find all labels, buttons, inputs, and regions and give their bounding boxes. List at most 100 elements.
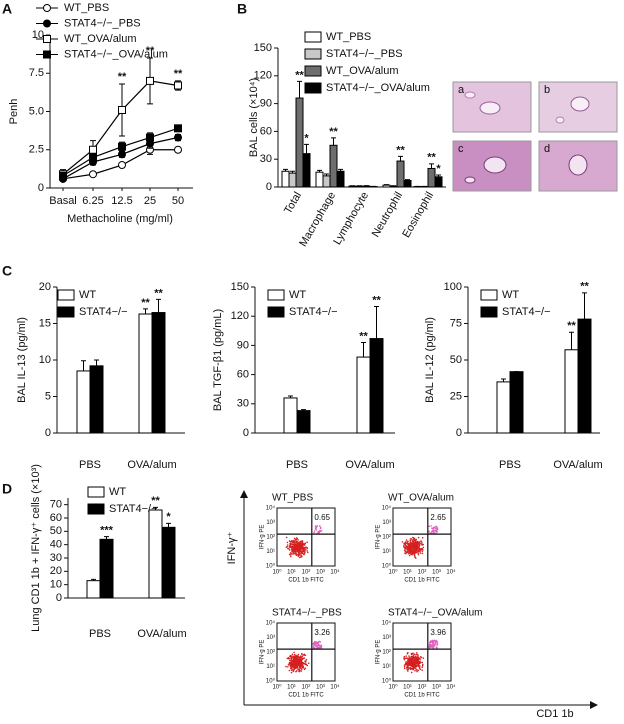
flow-plot-y-label: IFN-g PE [260, 525, 266, 550]
bar [303, 154, 310, 187]
x-tick-label: OVA/alum [345, 459, 394, 471]
event-dot [411, 544, 413, 546]
legend-swatch [305, 66, 321, 76]
bar [578, 319, 591, 433]
event-dot [316, 525, 318, 527]
flow-x-tick-label: 10³ [432, 685, 441, 691]
y-tick-label: 10 [39, 354, 51, 366]
event-dot [429, 647, 431, 649]
flow-y-tick-label: 10⁰ [382, 678, 392, 685]
y-tick-label: 60 [237, 369, 249, 381]
x-tick-label: OVA/alum [127, 459, 176, 471]
event-dot [313, 645, 315, 647]
event-dot [423, 657, 425, 659]
significance: ** [427, 152, 436, 164]
event-dot [407, 549, 409, 551]
event-dot [302, 543, 304, 545]
flow-x-tick-label: 10² [302, 685, 311, 691]
event-dot [433, 527, 435, 529]
event-dot [428, 531, 430, 533]
event-dot [431, 527, 433, 529]
event-dot [297, 539, 299, 541]
flow-y-tick-label: 10³ [266, 520, 275, 526]
y-tick-label: 0 [456, 427, 462, 439]
flow-y-tick-label: 10¹ [382, 549, 391, 555]
error-bar [81, 361, 86, 371]
event-dot [418, 664, 420, 666]
legend-label: STAT4−/− [79, 306, 128, 318]
error-bar [297, 81, 302, 98]
flow-x-tick-label: 10² [302, 570, 311, 576]
legend-label: STAT4−/− [289, 306, 338, 318]
event-dot [407, 665, 409, 667]
event-dot [314, 530, 316, 532]
bar [397, 161, 404, 187]
marker [90, 171, 97, 178]
event-dot [414, 659, 416, 661]
micrograph-label: b [544, 84, 550, 96]
significance: ** [396, 144, 405, 156]
flow-y-tick-label: 10³ [266, 635, 275, 641]
flow-plot-x-label: CD1 1b FITC [404, 693, 440, 699]
event-dot [289, 655, 291, 657]
event-dot [301, 668, 303, 670]
event-dot [300, 556, 302, 558]
event-dot [414, 545, 416, 547]
event-dot [429, 644, 431, 646]
y-tick-label: 60 [260, 125, 272, 137]
event-dot [313, 532, 315, 534]
y-axis-label: BAL IL-13 (pg/ml) [16, 317, 28, 403]
flow-plot-y-label: IFN-g PE [376, 525, 382, 550]
event-dot [417, 546, 419, 548]
event-dot [413, 663, 415, 665]
event-dot [415, 551, 417, 553]
event-dot [320, 527, 322, 529]
y-tick-label: 0 [266, 181, 272, 193]
event-dot [292, 660, 294, 662]
event-dot [292, 540, 294, 542]
bar [152, 313, 165, 433]
error-bar [374, 306, 379, 338]
flow-y-tick-label: 10² [266, 650, 275, 656]
event-dot [408, 544, 410, 546]
event-dot [410, 540, 412, 542]
quadrant-value: 0.65 [314, 513, 330, 522]
bar [297, 411, 310, 433]
event-dot [304, 544, 306, 546]
event-dot [404, 666, 406, 668]
event-dot [297, 548, 299, 550]
event-dot [412, 541, 414, 543]
bar [284, 398, 297, 433]
event-dot [300, 655, 302, 657]
y-tick-label: 120 [231, 310, 249, 322]
event-dot [315, 525, 317, 527]
event-dot [294, 539, 296, 541]
flow-y-tick-label: 10⁴ [266, 505, 276, 512]
event-dot [288, 664, 290, 666]
event-dot [411, 542, 413, 544]
error-bar [331, 138, 336, 145]
legend-label: STAT4−/−_OVA/alum [326, 82, 430, 94]
x-tick-label: Neutrophil [370, 190, 405, 239]
marker [119, 162, 126, 169]
flow-y-tick-label: 10⁴ [266, 620, 276, 627]
event-dot [291, 672, 293, 674]
event-dot [299, 544, 301, 546]
event-dot [294, 663, 296, 665]
significance: ** [295, 69, 304, 81]
flow-x-tick-label: 10⁰ [388, 684, 398, 691]
event-dot [289, 670, 291, 672]
event-dot [299, 667, 301, 669]
event-dot [292, 653, 294, 655]
micrograph: a [453, 82, 531, 132]
event-dot [410, 544, 412, 546]
event-dot [421, 666, 423, 668]
event-dot [416, 552, 418, 554]
y-tick-label: 40 [50, 539, 62, 551]
event-dot [405, 545, 407, 547]
event-dot [291, 668, 293, 670]
legend-swatch [305, 83, 321, 93]
marker [147, 134, 154, 141]
event-dot [299, 542, 301, 544]
event-dot [295, 671, 297, 673]
